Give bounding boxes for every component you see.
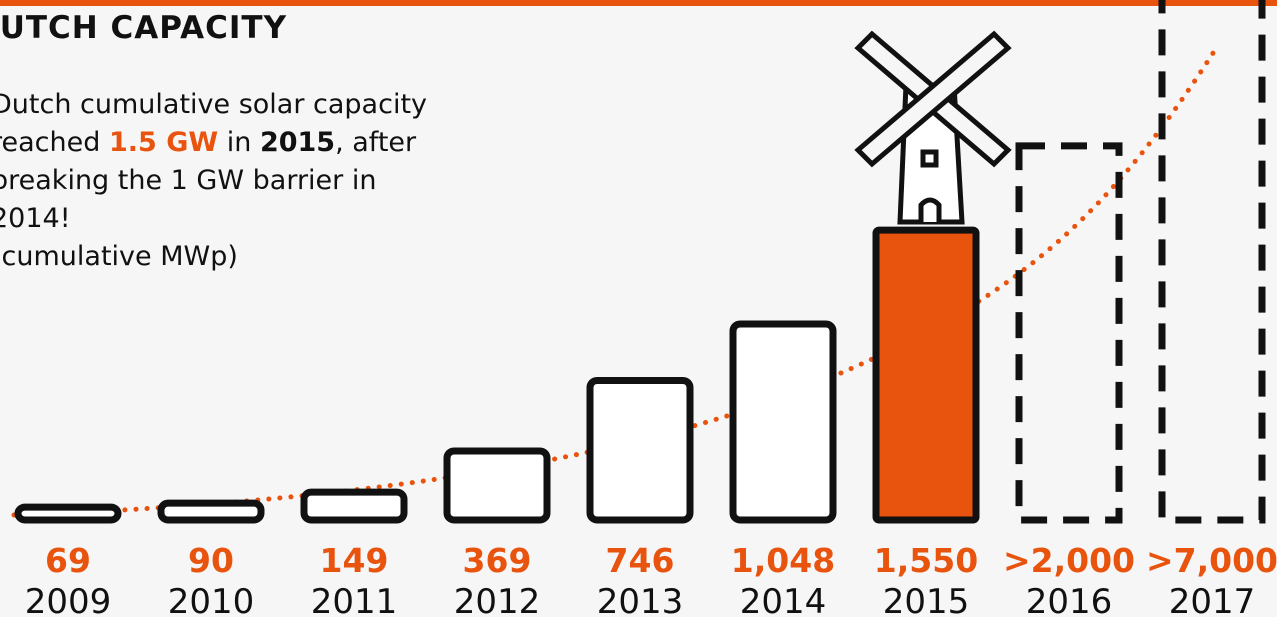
x-tick-label: 2017 bbox=[1169, 582, 1256, 617]
bar bbox=[586, 376, 694, 524]
value-label: 746 bbox=[606, 541, 675, 580]
bars bbox=[14, 0, 1266, 524]
value-label: 1,048 bbox=[731, 541, 835, 580]
highlight: 1.5 GW bbox=[108, 127, 219, 158]
value-label: 1,550 bbox=[874, 541, 978, 580]
x-tick-label: 2016 bbox=[1026, 582, 1113, 617]
value-label: 90 bbox=[188, 541, 234, 580]
bar bbox=[1158, 0, 1266, 524]
x-tick-label: 2009 bbox=[25, 582, 112, 617]
unit-note: (cumulative MWp) bbox=[0, 241, 238, 272]
text: , after breaking the 1 GW barrier in 201… bbox=[0, 127, 417, 234]
value-label: >2,000 bbox=[1003, 541, 1135, 580]
value-label: 69 bbox=[45, 541, 91, 580]
windmill bbox=[854, 30, 1012, 225]
bar bbox=[729, 320, 837, 524]
top-border bbox=[0, 0, 1277, 6]
bar bbox=[443, 447, 551, 524]
highlight: 2015 bbox=[259, 127, 336, 158]
x-tick-label: 2012 bbox=[454, 582, 541, 617]
value-label: >7,000 bbox=[1146, 541, 1277, 580]
bar bbox=[1015, 142, 1123, 524]
bar bbox=[872, 226, 980, 524]
x-tick-label: 2010 bbox=[168, 582, 255, 617]
chart-title: DUTCH CAPACITY bbox=[0, 10, 288, 46]
x-tick-label: 2013 bbox=[597, 582, 684, 617]
bar bbox=[157, 499, 265, 524]
description: Dutch cumulative solar capacity reached … bbox=[0, 86, 446, 276]
x-tick-label: 2015 bbox=[883, 582, 970, 617]
bar bbox=[14, 503, 122, 524]
text: in bbox=[218, 127, 260, 158]
value-label: 149 bbox=[320, 541, 389, 580]
x-tick-label: 2011 bbox=[311, 582, 398, 617]
x-tick-label: 2014 bbox=[740, 582, 827, 617]
bar bbox=[300, 488, 408, 524]
text: Dutch cumulative solar capacity reached bbox=[0, 89, 428, 158]
value-label: 369 bbox=[463, 541, 532, 580]
